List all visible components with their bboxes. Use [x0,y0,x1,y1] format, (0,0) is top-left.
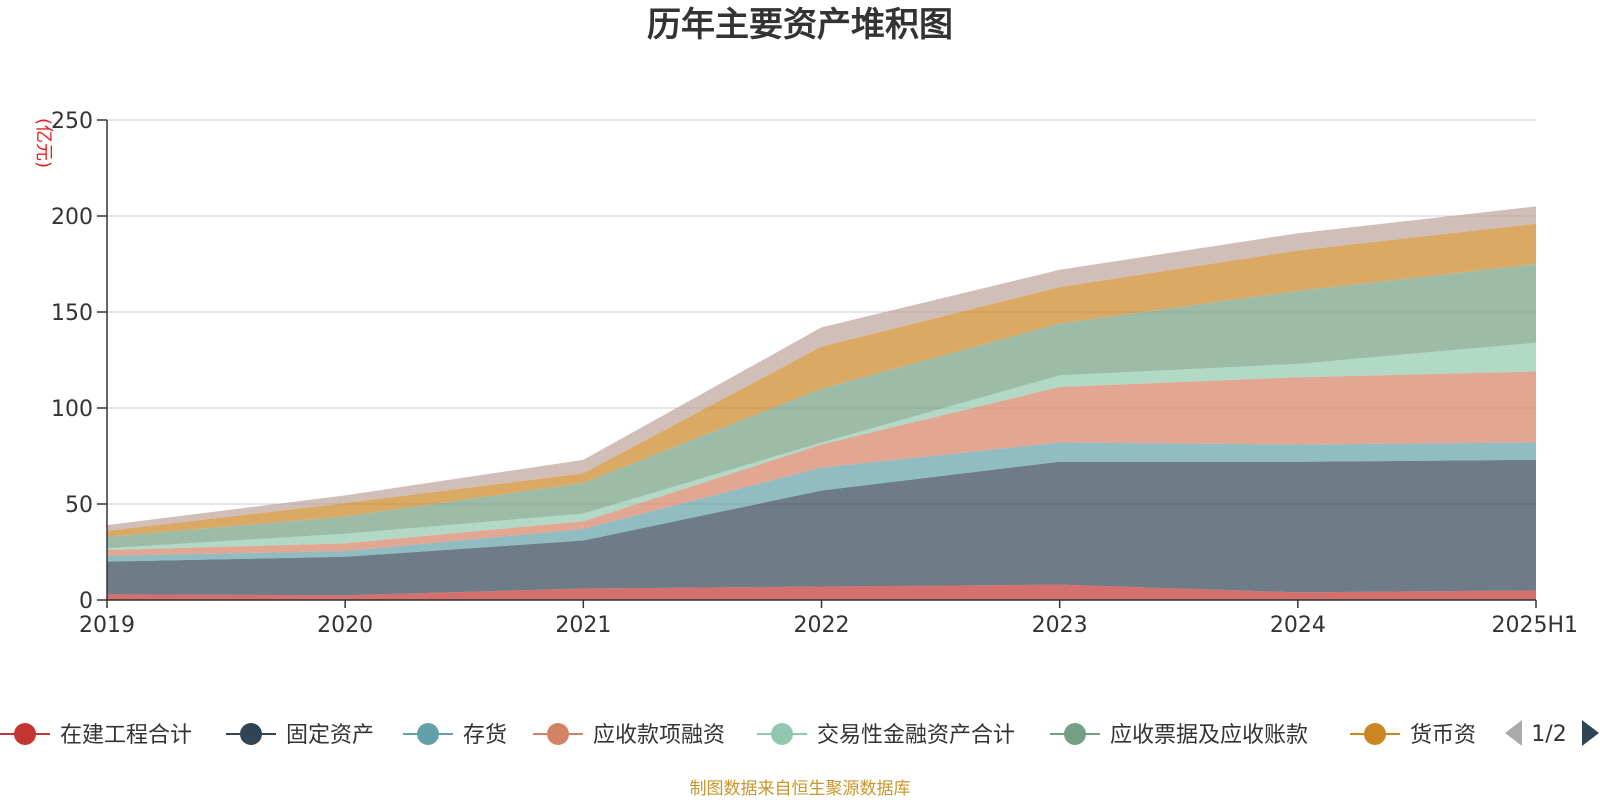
area-series-4 [107,371,1536,556]
legend-label: 应收款项融资 [593,723,725,748]
legend-label: 交易性金融资产合计 [817,723,1015,748]
chart-title: 历年主要资产堆积图 [647,5,953,45]
legend-label: 固定资产 [286,723,374,748]
legend-next-arrow-icon[interactable] [1582,720,1599,746]
legend-pager: 1/2 [1505,720,1599,747]
x-tick-label: 2023 [1032,613,1088,638]
legend-dot-icon [240,723,262,745]
legend-item[interactable]: 货币资 [1350,723,1476,748]
y-tick-label: 50 [65,493,93,518]
legend-dot-icon [771,723,793,745]
y-tick-label: 0 [79,589,93,614]
legend-item[interactable]: 在建工程合计 [0,723,192,748]
legend-item[interactable]: 应收款项融资 [533,723,725,748]
y-tick-label: 200 [51,205,93,230]
area-series-7 [107,223,1536,537]
legend-dot-icon [1364,723,1386,745]
legend-prev-arrow-icon[interactable] [1505,720,1522,746]
y-axis-unit-label: (亿元) [33,118,54,168]
area-series-6 [107,264,1536,549]
y-tick-label: 100 [51,397,93,422]
legend: 在建工程合计 固定资产 存货 应收款项融资 交易性金融资产合计 应收票据及应收账款 货币资 [0,723,1476,748]
x-tick-label: 2020 [317,613,373,638]
legend-item[interactable]: 应收票据及应收账款 [1050,723,1308,748]
legend-dot-icon [547,723,569,745]
legend-dot-icon [14,723,36,745]
legend-dot-icon [417,723,439,745]
legend-item[interactable]: 固定资产 [226,723,374,748]
legend-label: 在建工程合计 [60,723,192,748]
area-series-8 [107,206,1536,531]
legend-item[interactable]: 交易性金融资产合计 [757,723,1015,748]
y-tick-label: 150 [51,301,93,326]
area-series-3 [107,442,1536,562]
legend-dot-icon [1064,723,1086,745]
data-source-note: 制图数据来自恒生聚源数据库 [689,779,911,799]
x-tick-label: 2022 [794,613,850,638]
x-tick-label: 2025H1 [1491,613,1578,638]
legend-label: 存货 [463,723,507,748]
x-axis-ticks: 2019 2020 2021 2022 2023 2024 2025H1 [79,600,1578,638]
area-series [107,206,1536,600]
area-series-1 [107,584,1536,600]
x-tick-label: 2019 [79,613,135,638]
legend-label: 应收票据及应收账款 [1110,723,1308,748]
area-series-5 [107,342,1536,551]
y-axis-ticks: 0 50 100 150 200 250 [51,109,107,614]
x-tick-label: 2024 [1270,613,1326,638]
legend-page-indicator: 1/2 [1531,722,1566,747]
y-tick-label: 250 [51,109,93,134]
area-series-2 [107,459,1536,596]
legend-item[interactable]: 存货 [403,723,507,748]
legend-label: 货币资 [1410,723,1476,748]
x-tick-label: 2021 [555,613,611,638]
